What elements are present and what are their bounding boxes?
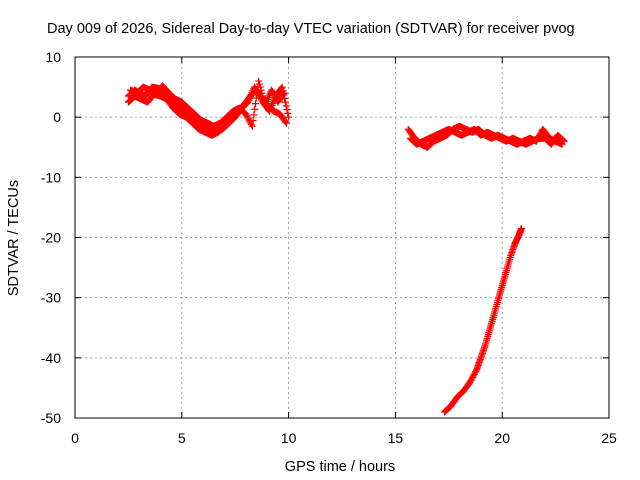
data-point-interp [255,80,263,88]
x-tick-label: 20 [494,430,510,446]
data-point-interp [470,370,478,378]
y-tick-label: 0 [53,109,61,125]
data-point-interp [244,115,252,123]
data-point [517,224,525,232]
x-tick-label: 25 [601,430,617,446]
data-point [242,110,250,118]
data-points [124,77,568,416]
y-tick-label: 10 [45,49,61,65]
x-tick-label: 10 [281,430,297,446]
data-point-interp [253,88,261,96]
data-point-interp [246,118,254,126]
data-point-interp [559,136,567,144]
data-point-interp [268,88,276,96]
data-point [280,89,288,97]
data-point-interp [559,136,567,144]
data-point-interp [256,83,264,91]
data-point-interp [284,109,292,117]
x-tick-label: 0 [71,430,79,446]
y-axis-label: SDTVAR / TECUs [6,180,22,296]
chart-title: Day 009 of 2026, Sidereal Day-to-day VTE… [47,21,575,37]
data-point-interp [243,112,251,120]
data-point-interp [469,372,477,380]
data-point-interp [281,98,289,106]
x-tick-label: 5 [178,430,186,446]
data-point-interp [280,90,288,98]
data-point [221,122,229,130]
data-point [282,119,290,127]
series-rising-arc [441,224,525,416]
data-point-interp [250,111,258,119]
data-point-interp [472,367,480,375]
data-point-interp [249,117,257,125]
data-point-interp [221,121,229,129]
data-point [248,122,256,130]
data-point [466,378,474,386]
data-point-interp [243,113,251,121]
data-point-interp [282,118,290,126]
data-point-interp [247,121,255,129]
data-point-interp [468,375,476,383]
y-axis-ticks: 10 0 -10 -20 -30 -40 -50 [41,49,609,426]
data-point-interp [270,91,278,99]
data-point-interp [252,94,260,102]
data-point-interp [469,373,477,381]
data-point-interp [251,100,259,108]
data-point [255,77,263,85]
x-tick-label: 15 [388,430,404,446]
data-point-interp [257,86,265,94]
y-tick-label: -20 [41,230,61,246]
y-tick-label: -50 [41,410,61,426]
data-point-interp [282,102,290,110]
y-tick-label: -10 [41,169,61,185]
data-point-interp [251,105,259,113]
data-point-interp [467,376,475,384]
series-afternoon-arc-2 [406,125,568,148]
y-tick-label: -40 [41,350,61,366]
y-tick-label: -30 [41,290,61,306]
series-morning-arc-3 [127,77,288,130]
data-point-interp [283,106,291,114]
data-point-interp [259,92,267,100]
x-axis-label: GPS time / hours [285,459,395,475]
data-point-interp [258,89,266,97]
data-point [285,113,293,121]
data-point-interp [269,89,277,97]
x-axis-ticks: 0 5 10 15 20 25 [71,57,617,446]
data-point-interp [471,369,479,377]
data-point [268,86,276,94]
data-point-interp [271,92,279,100]
data-point [278,83,286,91]
data-point [560,137,568,145]
